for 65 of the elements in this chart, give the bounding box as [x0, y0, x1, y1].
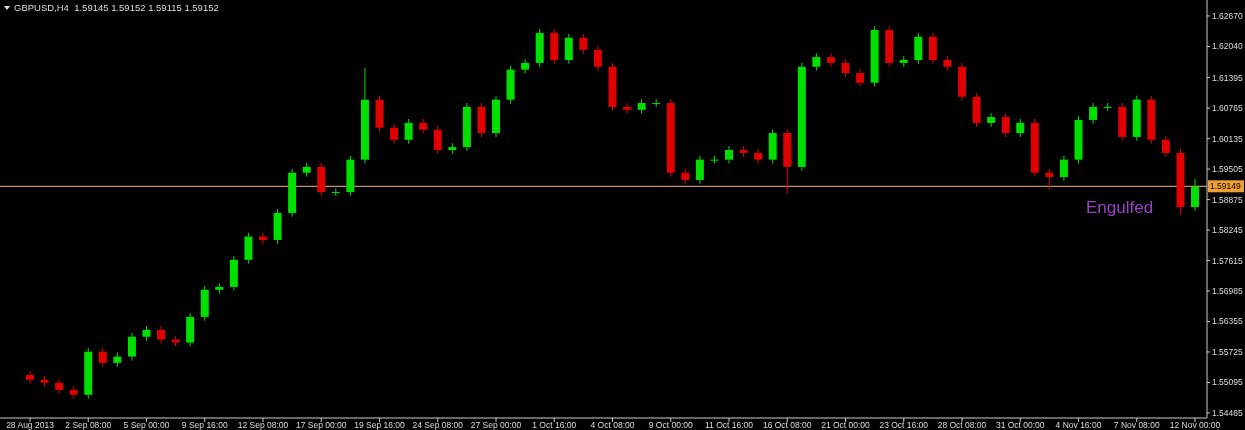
x-tick-label: 4 Oct 08:00	[590, 420, 635, 430]
x-tick-label: 11 Oct 16:00	[704, 420, 754, 430]
x-tick-label: 31 Oct 00:00	[995, 420, 1045, 430]
candlestick	[1161, 135, 1170, 158]
candlestick	[1089, 102, 1098, 125]
x-tick-label: 19 Sep 16:00	[354, 420, 406, 430]
candlestick	[695, 155, 704, 185]
x-tick-label: 1 Oct 16:00	[532, 420, 577, 430]
candlestick	[1045, 168, 1054, 191]
candlestick	[390, 123, 399, 145]
y-tick-label: 1.56355	[1212, 316, 1243, 327]
x-tick-label: 9 Sep 16:00	[181, 420, 228, 430]
candlestick	[127, 332, 136, 361]
y-tick-label: 1.61395	[1212, 72, 1243, 83]
y-tick-label: 1.55725	[1212, 346, 1243, 357]
x-tick-label: 21 Oct 00:00	[821, 420, 871, 430]
y-tick-label: 1.62670	[1212, 10, 1243, 21]
x-tick-label: 7 Nov 08:00	[1113, 420, 1160, 430]
candlestick	[1191, 178, 1199, 212]
annotation: Engulfed	[1086, 198, 1154, 217]
x-tick-label: 12 Nov 00:00	[1169, 420, 1221, 430]
x-tick-label: 17 Sep 00:00	[295, 420, 347, 430]
ref-line-label: 1.59149	[1210, 181, 1241, 192]
candlestick	[55, 378, 64, 395]
y-tick-label: 1.54465	[1212, 407, 1243, 418]
candlestick	[754, 148, 763, 165]
x-tick-label: 5 Sep 00:00	[123, 420, 170, 430]
x-tick-label: 4 Nov 16:00	[1055, 420, 1102, 430]
candlestick	[826, 52, 835, 68]
candlestick	[579, 33, 588, 55]
candlestick	[1059, 155, 1068, 182]
candlestick	[1001, 112, 1010, 138]
candlestick	[564, 33, 573, 65]
candlestick	[928, 32, 937, 65]
y-tick-label: 1.57615	[1212, 255, 1243, 266]
candlestick	[244, 232, 253, 265]
candlestick	[521, 58, 530, 75]
y-tick-label: 1.59505	[1212, 164, 1243, 175]
candlestick	[98, 347, 107, 368]
chart-title: GBPUSD,H4 1.59145 1.59152 1.59115 1.59152	[14, 2, 219, 13]
x-tick-label: 28 Oct 08:00	[937, 420, 987, 430]
y-tick-label: 1.60135	[1212, 133, 1243, 144]
candlestick	[593, 45, 602, 72]
x-tick-label: 12 Sep 08:00	[237, 420, 289, 430]
candlestick	[404, 118, 413, 145]
candlestick	[623, 102, 632, 115]
x-tick-label: 2 Sep 08:00	[65, 420, 112, 430]
candlestick	[433, 125, 442, 155]
x-tick-label: 28 Aug 2013	[6, 420, 55, 430]
y-tick-label: 1.58245	[1212, 225, 1243, 236]
y-tick-label: 1.55095	[1212, 377, 1243, 388]
y-tick-label: 1.58875	[1212, 194, 1243, 205]
x-tick-label: 24 Sep 08:00	[412, 420, 464, 430]
y-tick-label: 1.60765	[1212, 103, 1243, 114]
candlestick	[725, 145, 733, 165]
candlestick	[856, 68, 865, 88]
x-tick-label: 23 Oct 16:00	[879, 420, 929, 430]
y-tick-label: 1.62040	[1212, 41, 1243, 52]
candlestick	[914, 32, 923, 65]
x-tick-label: 16 Oct 08:00	[762, 420, 812, 430]
candlestick	[26, 370, 34, 385]
candlestick	[987, 112, 996, 128]
x-tick-label: 27 Sep 00:00	[470, 420, 522, 430]
y-tick-label: 1.56985	[1212, 286, 1243, 296]
x-tick-label: 9 Oct 00:00	[648, 420, 693, 430]
